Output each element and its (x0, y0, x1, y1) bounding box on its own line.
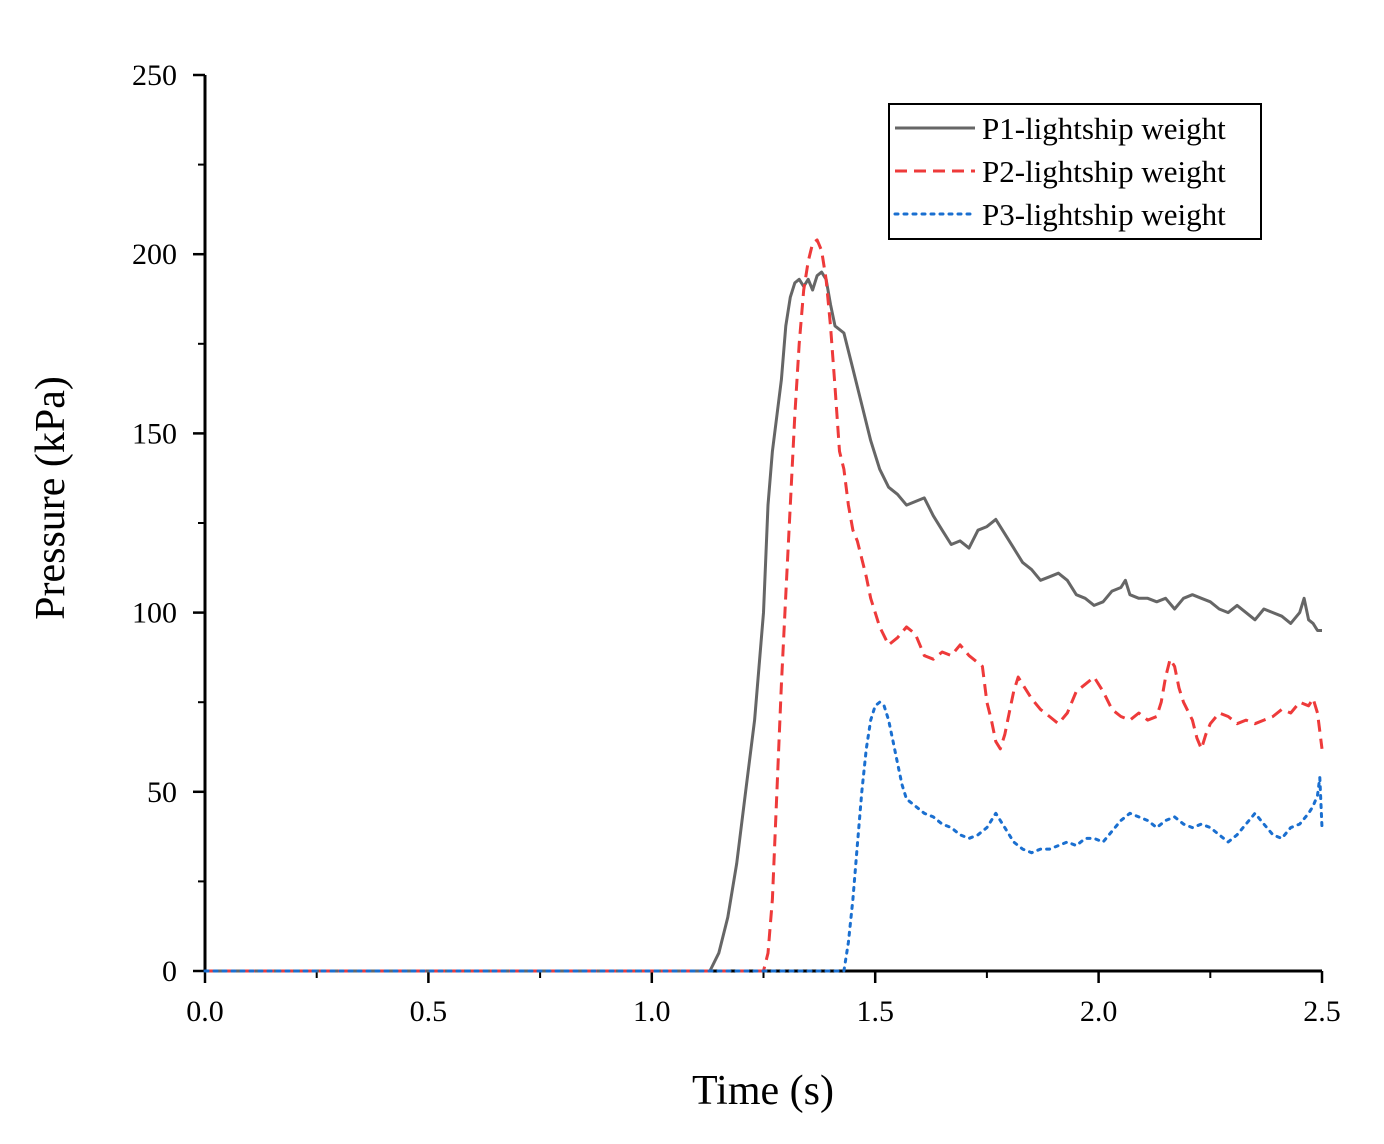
x-axis-title: Time (s) (692, 1068, 834, 1114)
x-tick-label: 1.0 (633, 995, 671, 1028)
y-tick-label: 200 (132, 238, 177, 271)
x-tick-label: 0.0 (186, 995, 224, 1028)
legend-label-p3: P3-lightship weight (982, 197, 1226, 232)
legend-label-p2: P2-lightship weight (982, 154, 1226, 189)
series-line-p1 (205, 270, 1322, 973)
y-tick-label: 50 (147, 776, 177, 809)
y-tick-label: 100 (132, 597, 177, 630)
series-line-p3 (203, 700, 1324, 973)
legend-label-p1: P1-lightship weight (982, 111, 1226, 146)
y-axis-title: Pressure (kPa) (28, 376, 74, 620)
x-tick-label: 2.0 (1080, 995, 1118, 1028)
x-tick-label: 1.5 (856, 995, 894, 1028)
y-tick-label: 150 (132, 417, 177, 450)
legend: P1-lightship weight P2-lightship weight P3… (888, 103, 1262, 240)
y-tick-label: 250 (132, 59, 177, 92)
x-tick-label: 0.5 (410, 995, 448, 1028)
series-layer (203, 238, 1324, 973)
y-tick-label: 0 (162, 955, 177, 988)
axes: 0.0 0.5 1.0 1.5 2.0 2.5 0 50 100 150 200 250 (132, 59, 1341, 1028)
x-tick-label: 2.5 (1303, 995, 1341, 1028)
series-line-p2 (205, 238, 1324, 973)
